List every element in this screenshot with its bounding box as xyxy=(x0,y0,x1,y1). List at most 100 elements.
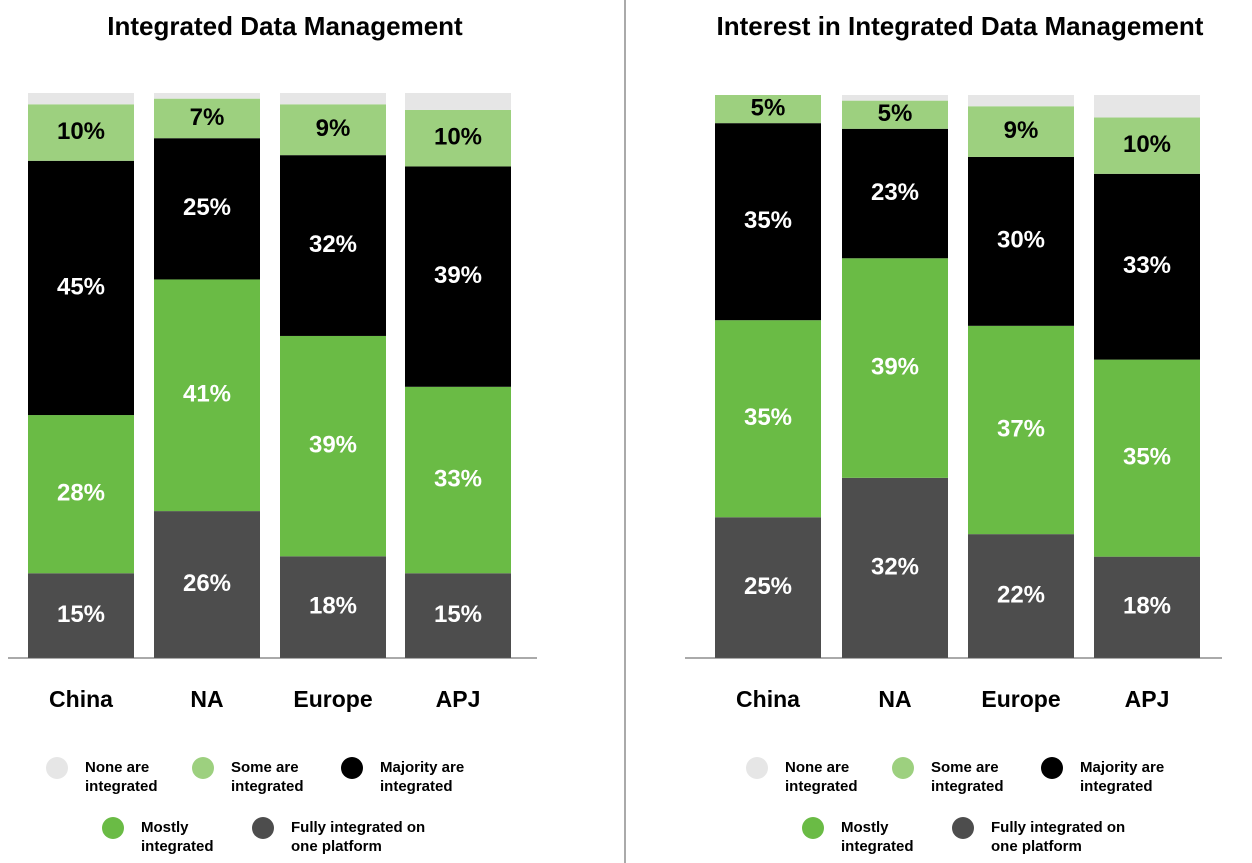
legend-label: Majority are integrated xyxy=(1080,759,1165,795)
data-label: 45% xyxy=(57,273,105,300)
bar-segment xyxy=(280,155,386,336)
x-tick-label: Europe xyxy=(293,686,372,712)
data-label: 9% xyxy=(1004,117,1039,144)
data-label: 35% xyxy=(1123,443,1171,470)
bar-segment xyxy=(968,534,1074,658)
legend-label: Mostly integrated xyxy=(141,819,214,855)
bar-segment xyxy=(842,258,948,478)
bar-segment xyxy=(1094,173,1200,360)
data-label: 37% xyxy=(997,415,1045,442)
data-label: 25% xyxy=(744,573,792,600)
bar-segment xyxy=(280,335,386,557)
legend-label: Some are integrated xyxy=(231,759,304,795)
bar-segment xyxy=(715,95,821,124)
legend-label: Some are integrated xyxy=(931,759,1004,795)
bar-segment xyxy=(405,166,511,387)
bar-segment xyxy=(28,415,134,574)
bar-segment xyxy=(154,93,260,99)
x-tick-label: APJ xyxy=(1125,686,1170,712)
bar-segment xyxy=(968,325,1074,535)
data-label: 33% xyxy=(1123,252,1171,279)
bar-segment xyxy=(280,556,386,658)
legend-swatch xyxy=(952,817,974,839)
data-label: 15% xyxy=(57,601,105,628)
data-label: 10% xyxy=(1123,131,1171,158)
bar-segment xyxy=(28,160,134,416)
data-label: 32% xyxy=(871,553,919,580)
bar-segment xyxy=(405,109,511,167)
bar-segment xyxy=(842,128,948,259)
bar-segment xyxy=(1094,117,1200,174)
x-tick-label: APJ xyxy=(436,686,481,712)
bar-segment xyxy=(154,511,260,658)
data-label: 5% xyxy=(878,100,913,127)
legend-label: None are integrated xyxy=(785,759,858,795)
bar-segment xyxy=(28,104,134,161)
bar-segment xyxy=(842,477,948,658)
bar-segment xyxy=(1094,556,1200,658)
data-label: 26% xyxy=(183,570,231,597)
bar-segment xyxy=(715,517,821,658)
bar-segment xyxy=(405,573,511,658)
data-label: 5% xyxy=(751,94,786,121)
data-label: 39% xyxy=(309,431,357,458)
data-label: 25% xyxy=(183,194,231,221)
data-label: 9% xyxy=(316,115,351,142)
legend-swatch xyxy=(341,757,363,779)
x-tick-label: China xyxy=(49,686,113,712)
bar-segment xyxy=(968,156,1074,326)
legend-swatch xyxy=(46,757,68,779)
data-label: 23% xyxy=(871,179,919,206)
legend-swatch xyxy=(892,757,914,779)
data-label: 28% xyxy=(57,479,105,506)
legend-swatch xyxy=(252,817,274,839)
data-label: 32% xyxy=(309,231,357,258)
data-label: 15% xyxy=(434,601,482,628)
bar-segment xyxy=(154,138,260,280)
bar-segment xyxy=(28,93,134,105)
bar-segment xyxy=(154,98,260,139)
bar-segment xyxy=(715,123,821,321)
legend-swatch xyxy=(746,757,768,779)
bar-segment xyxy=(1094,359,1200,557)
chart-title: Integrated Data Management xyxy=(107,11,463,41)
bar-segment xyxy=(28,573,134,658)
bar-segment xyxy=(405,93,511,110)
data-label: 41% xyxy=(183,381,231,408)
data-label: 39% xyxy=(871,353,919,380)
bar-segment xyxy=(405,386,511,574)
data-label: 22% xyxy=(997,581,1045,608)
legend-swatch xyxy=(1041,757,1063,779)
legend-label: Fully integrated on one platform xyxy=(291,819,426,855)
data-label: 39% xyxy=(434,262,482,289)
bar-segment xyxy=(715,320,821,518)
data-label: 30% xyxy=(997,227,1045,254)
data-label: 10% xyxy=(434,124,482,151)
x-tick-label: Europe xyxy=(981,686,1060,712)
legend-label: Majority are integrated xyxy=(380,759,465,795)
legend-swatch xyxy=(102,817,124,839)
bar-segment xyxy=(1094,95,1200,118)
chart-title: Interest in Integrated Data Management xyxy=(717,11,1204,41)
data-label: 18% xyxy=(309,592,357,619)
bar-segment xyxy=(154,279,260,512)
x-tick-label: China xyxy=(736,686,800,712)
data-label: 18% xyxy=(1123,593,1171,620)
legend-swatch xyxy=(802,817,824,839)
bar-segment xyxy=(968,95,1074,107)
data-label: 35% xyxy=(744,404,792,431)
x-tick-label: NA xyxy=(878,686,911,712)
legend-label: None are integrated xyxy=(85,759,158,795)
data-label: 35% xyxy=(744,207,792,234)
data-label: 10% xyxy=(57,118,105,145)
bar-segment xyxy=(842,95,948,101)
data-label: 33% xyxy=(434,465,482,492)
bar-segment xyxy=(842,100,948,129)
x-tick-label: NA xyxy=(190,686,223,712)
bar-segment xyxy=(280,104,386,156)
bar-segment xyxy=(968,106,1074,157)
legend-swatch xyxy=(192,757,214,779)
bar-segment xyxy=(280,93,386,105)
